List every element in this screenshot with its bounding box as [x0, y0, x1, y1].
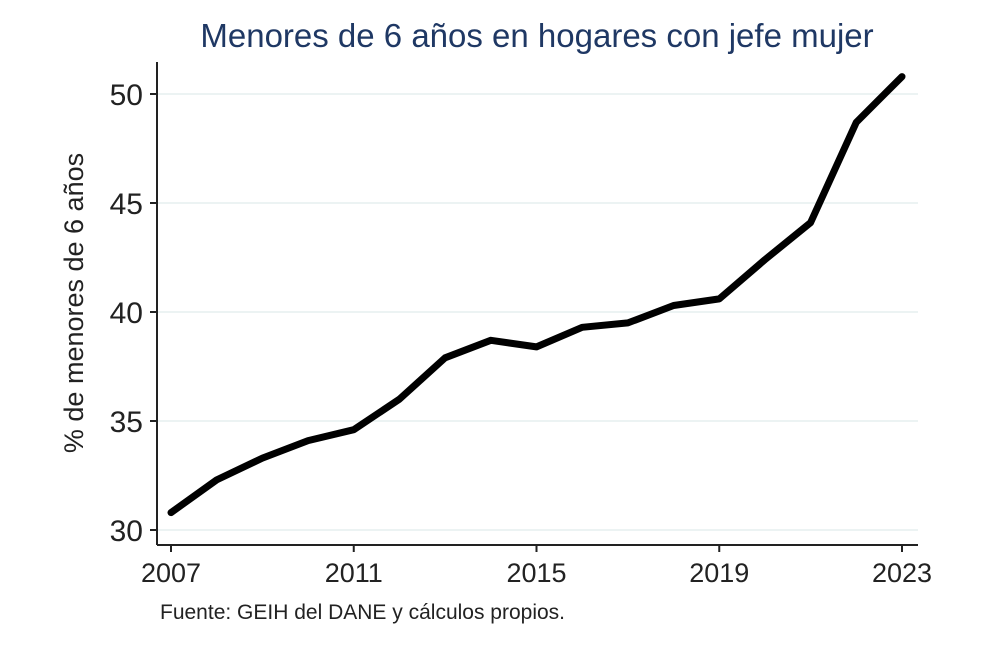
x-tick-label: 2023 [872, 558, 932, 588]
y-tick-label: 50 [110, 79, 143, 112]
y-tick-label: 40 [110, 297, 143, 330]
x-tick-label: 2019 [689, 558, 749, 588]
gridlines [158, 93, 918, 531]
x-tick-label: 2015 [506, 558, 566, 588]
x-ticks: 2007 2011 2015 2019 2023 [141, 545, 932, 588]
x-tick-label: 2007 [141, 558, 201, 588]
x-tick-label: 2011 [325, 558, 383, 588]
series-line [167, 73, 906, 517]
y-tick-label: 45 [110, 188, 143, 221]
source-note: Fuente: GEIH del DANE y cálculos propios… [160, 601, 565, 624]
chart-title: Menores de 6 años en hogares con jefe mu… [200, 17, 873, 54]
series [167, 73, 906, 517]
y-tick-label: 30 [110, 515, 143, 548]
y-ticks: 30 35 40 45 50 [110, 79, 157, 548]
y-tick-label: 35 [110, 406, 143, 439]
y-axis-label: % de menores de 6 años [59, 153, 89, 453]
